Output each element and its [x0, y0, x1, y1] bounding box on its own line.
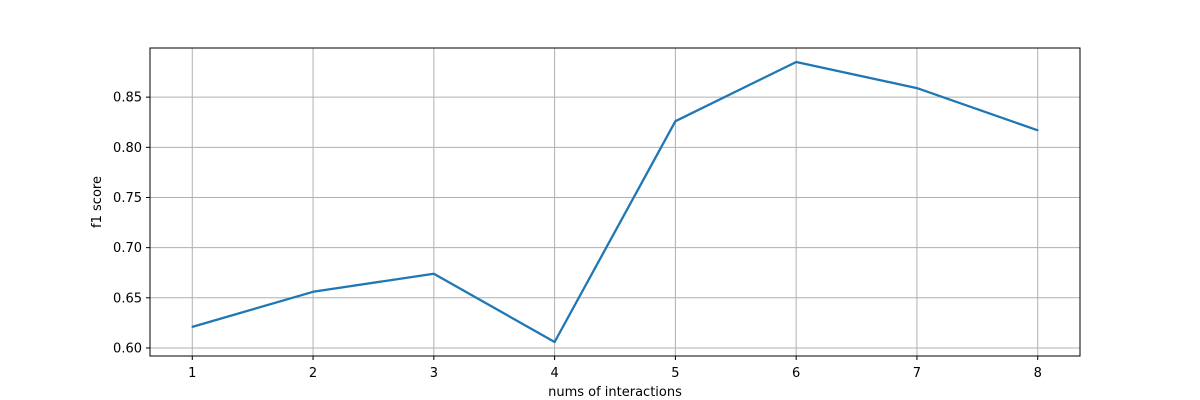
x-tick-label: 5 [671, 366, 679, 381]
x-tick-label: 3 [430, 366, 438, 381]
data-point [795, 61, 798, 63]
y-tick-label: 0.60 [113, 341, 142, 356]
x-axis-ticks: 1 2 3 4 5 6 7 8 [188, 356, 1042, 381]
x-axis-label: nums of interactions [548, 385, 682, 400]
plot-area-frame [149, 47, 1081, 357]
y-axis-label: f1 score [90, 176, 105, 228]
series-layer [191, 60, 1039, 344]
x-tick-label: 1 [188, 366, 196, 381]
data-point [312, 290, 314, 293]
y-tick-label: 0.65 [113, 291, 142, 306]
y-tick-label: 0.85 [113, 91, 142, 106]
x-tick-label: 6 [792, 366, 800, 381]
y-tick-label: 0.75 [113, 191, 142, 206]
data-point [1036, 129, 1039, 132]
x-tick-label: 2 [309, 366, 317, 381]
x-tick-label: 4 [550, 366, 558, 381]
x-tick-label: 8 [1034, 366, 1042, 381]
grid [150, 48, 1080, 356]
y-tick-label: 0.80 [113, 141, 142, 156]
data-point [674, 120, 677, 123]
series-line [191, 60, 1039, 344]
data-point [191, 326, 194, 328]
y-tick-label: 0.70 [113, 241, 142, 256]
data-point [916, 87, 918, 90]
x-tick-label: 7 [913, 366, 921, 381]
data-point [432, 272, 435, 275]
y-axis-ticks: 0.60 0.65 0.70 0.75 0.80 0.85 [113, 91, 150, 356]
data-point [553, 341, 556, 343]
